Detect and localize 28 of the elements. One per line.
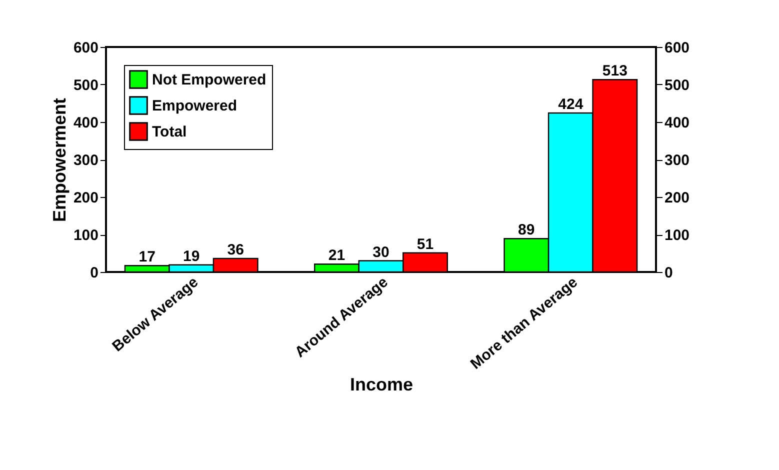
data-label: 513 xyxy=(602,62,628,80)
legend-label: Total xyxy=(152,124,187,140)
y2-tick-label: 600 xyxy=(664,40,690,56)
y-tick-label: 0 xyxy=(90,264,98,282)
data-label: 51 xyxy=(416,236,434,253)
y2-tick-label: 300 xyxy=(664,152,690,169)
legend-label: Empowered xyxy=(152,98,238,114)
y-tick-label: 500 xyxy=(73,77,98,94)
y-tick-label: 200 xyxy=(73,190,98,206)
data-label: 19 xyxy=(183,248,200,265)
data-label: 30 xyxy=(372,244,390,261)
legend-label: Not Empowered xyxy=(152,72,266,88)
x-axis-title: Income xyxy=(350,374,414,394)
data-label: 21 xyxy=(328,247,346,264)
y-tick-label: 600 xyxy=(73,40,98,56)
y-tick-label: 300 xyxy=(73,152,98,169)
y-tick-label: 100 xyxy=(73,227,98,244)
y2-tick-label: 500 xyxy=(664,77,690,94)
data-label: 89 xyxy=(518,222,535,239)
y-tick-label: 400 xyxy=(73,114,98,132)
y2-tick-label: 0 xyxy=(664,264,673,282)
y2-tick-label: 400 xyxy=(664,114,690,132)
data-label: 424 xyxy=(558,96,584,113)
y2-tick-label: 100 xyxy=(664,227,690,244)
data-label: 36 xyxy=(227,242,244,258)
data-label: 17 xyxy=(138,248,156,266)
y-axis-title: Empowerment xyxy=(49,98,70,222)
y2-tick-label: 200 xyxy=(664,190,690,206)
